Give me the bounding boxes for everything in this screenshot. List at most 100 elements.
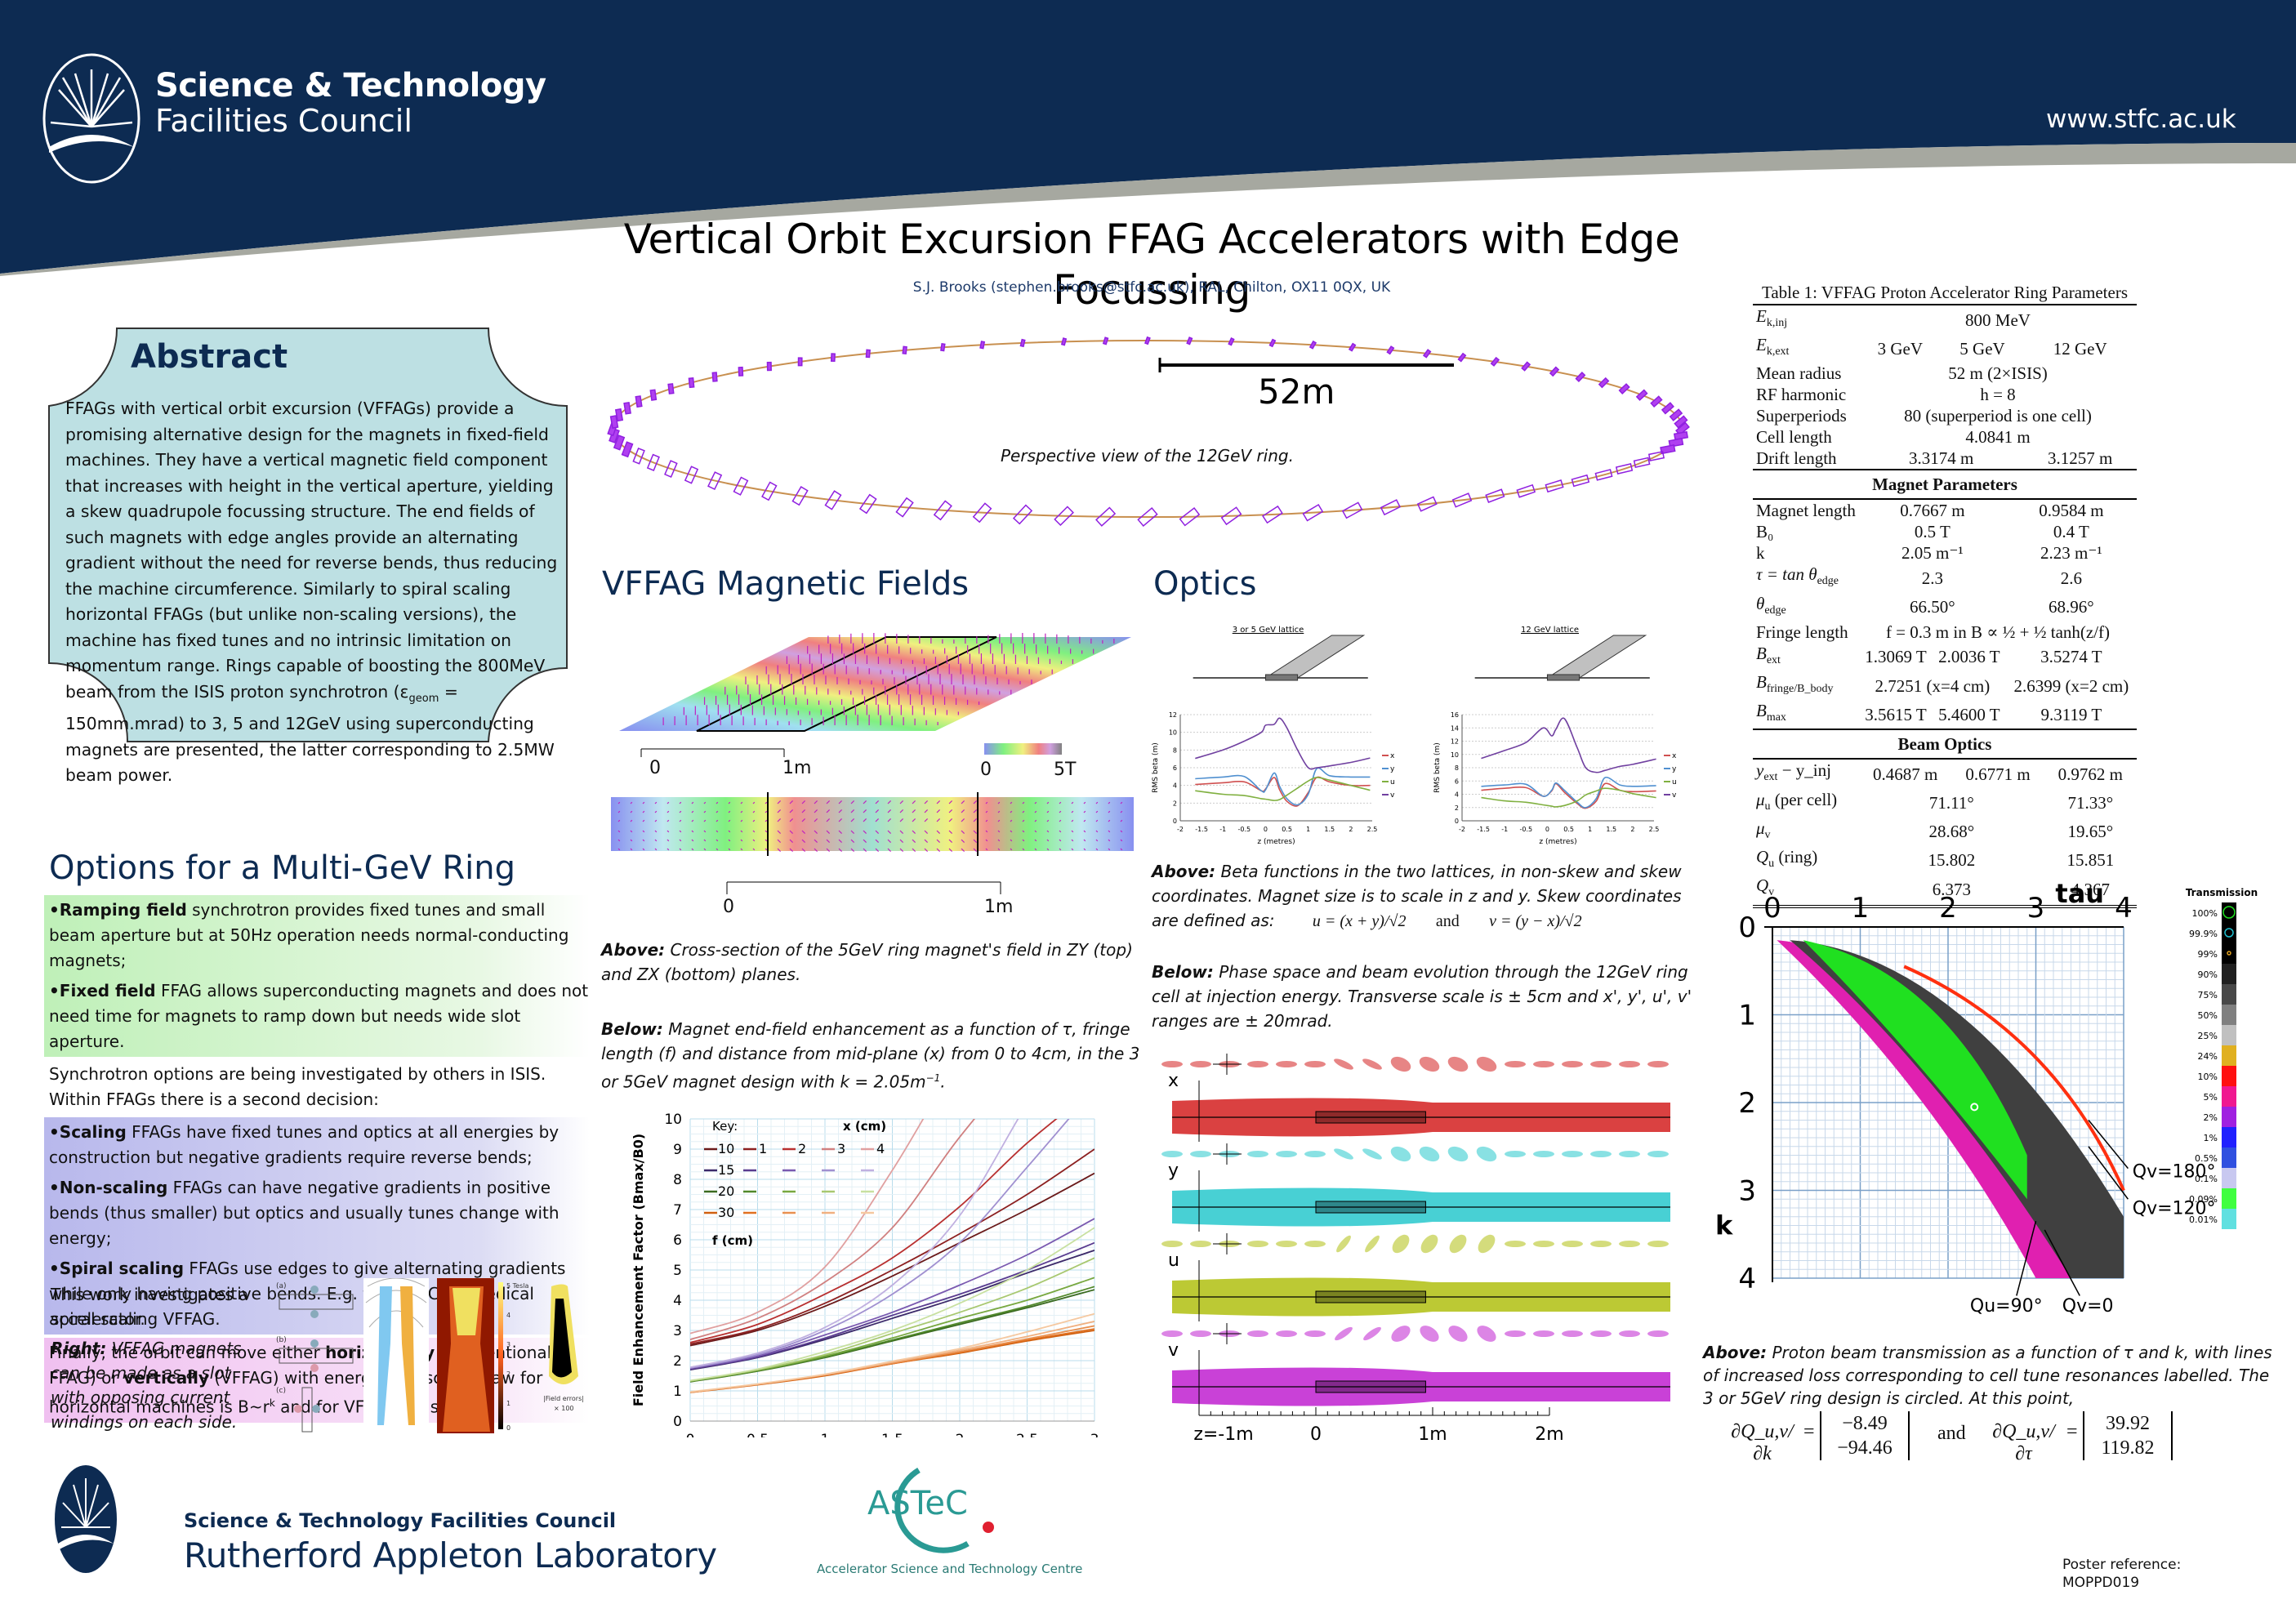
field-arrow: [838, 848, 843, 853]
magnet-box: [1315, 1111, 1426, 1124]
param-label: Magnet length: [1756, 501, 1856, 521]
field-arrow: [1071, 848, 1074, 851]
field-arrow: [1046, 810, 1050, 813]
field-arrow: [752, 819, 756, 822]
field-arrow: [740, 819, 743, 822]
y-tick-label: 12: [1169, 711, 1177, 719]
field-arrow: [654, 801, 658, 804]
field-arrow: [863, 800, 867, 804]
param-label: yext − y_inj: [1756, 760, 1831, 784]
legend-swatch: [2222, 1005, 2236, 1025]
field-arrow: [912, 818, 916, 822]
ring-magnet: [1386, 345, 1395, 355]
ring-magnet: [824, 490, 842, 510]
phase-space-ellipse: [1590, 1241, 1612, 1247]
param-value: 2.05 m⁻¹: [1901, 543, 1964, 564]
field-arrow: [863, 809, 867, 813]
svg-text:2: 2: [506, 1370, 510, 1378]
x-tick-label: -0.5: [1238, 826, 1251, 833]
beta-line-u: [1481, 787, 1656, 808]
option-synchrotron-note: Synchrotron options are being investigat…: [49, 1064, 546, 1109]
y-tick-label: 4: [1455, 791, 1459, 799]
phase-space-ellipse: [1304, 1151, 1326, 1157]
field-arrow: [765, 801, 768, 804]
phase-space-ellipse: [1391, 1326, 1411, 1342]
phase-space-ellipse: [1533, 1241, 1554, 1247]
legend-label: 90%: [2198, 969, 2218, 980]
field-arrow: [961, 818, 965, 822]
optics-below-caption: Below: Phase space and beam evolution th…: [1152, 962, 1692, 1031]
field-arrow: [728, 839, 731, 842]
field-arrow: [1046, 848, 1050, 851]
phase-space-ellipse: [1334, 1148, 1353, 1160]
ring-magnet: [1669, 408, 1683, 421]
field-arrow: [887, 800, 892, 804]
phase-space-ellipse: [1449, 1234, 1467, 1254]
field-arrow: [1108, 830, 1111, 833]
field-arrow: [1010, 848, 1013, 851]
field-arrow: [814, 839, 818, 844]
field-arrow: [826, 830, 831, 835]
field-arrow: [850, 830, 855, 835]
field-arrow: [814, 800, 818, 804]
field-arrow: [814, 809, 818, 813]
field-arrow: [1083, 810, 1086, 813]
field-arrow: [667, 819, 670, 822]
ring-magnet: [1308, 340, 1317, 350]
legend-x-value: 3: [837, 1141, 845, 1156]
field-arrow: [1083, 839, 1086, 842]
ring-magnet: [621, 441, 634, 458]
ring-magnet: [1668, 438, 1684, 448]
resonance-label: Qv=120°: [2133, 1199, 2216, 1219]
field-arrow: [716, 848, 719, 851]
svg-text:|Field errors|: |Field errors|: [543, 1395, 584, 1402]
param-label: Bfringe/B_body: [1756, 671, 1834, 696]
field-arrow: [1095, 830, 1099, 833]
param-value: 12 GeV: [2053, 338, 2107, 359]
phase-space-ellipse: [1533, 1330, 1554, 1337]
field-arrow: [912, 839, 916, 844]
options-heading: Options for a Multi-GeV Ring: [49, 849, 515, 887]
field-arrow: [899, 800, 904, 804]
zy-field-map: [619, 637, 1131, 731]
x-tick-label: 2.5: [1367, 826, 1378, 833]
beam-plane-label: u: [1168, 1250, 1179, 1271]
stfc-logo-icon: [42, 53, 140, 184]
ring-magnet: [711, 372, 718, 382]
astec-logo-text: ASTeC: [867, 1485, 968, 1522]
field-arrow: [1120, 801, 1123, 804]
field-arrow: [679, 819, 682, 822]
field-arrow: [1120, 810, 1123, 813]
series-line: [690, 1119, 1019, 1368]
field-arrows-zy: [662, 633, 1115, 725]
field-arrow: [679, 801, 682, 804]
u-definition: u = (x + y)/√2: [1312, 912, 1407, 930]
series-line: [690, 1119, 976, 1340]
phase-space-ellipse: [1619, 1061, 1640, 1067]
ring-magnet: [1054, 506, 1074, 527]
phase-space-ellipse: [1590, 1061, 1612, 1067]
field-arrow: [630, 830, 633, 833]
field-arrow: [654, 848, 658, 851]
phase-space-ellipse: [1161, 1241, 1183, 1247]
field-arrow: [948, 830, 953, 835]
x-tick-label: 0: [1545, 826, 1549, 833]
website-link[interactable]: www.stfc.ac.uk: [2046, 105, 2236, 134]
y-tick-label: 8: [1173, 746, 1177, 754]
ring-magnet: [766, 361, 772, 372]
abstract-heading: Abstract: [131, 338, 288, 376]
legend-f-value: 10: [718, 1141, 734, 1156]
field-arrow: [801, 848, 806, 853]
phase-space-ellipse: [1419, 1146, 1440, 1162]
y-axis-label: RMS beta (m): [1152, 742, 1160, 793]
field-arrow: [716, 839, 719, 842]
phase-space-ellipse: [1304, 1061, 1326, 1067]
field-errors-map: |Field errors| × 100: [543, 1284, 584, 1412]
field-arrow: [997, 819, 1001, 822]
x-tick-label: 0.5: [747, 1432, 769, 1437]
phase-space-ellipse: [1447, 1056, 1469, 1072]
field-arrow: [740, 839, 743, 842]
field-arrow: [667, 839, 670, 842]
resonance-label: Qv=0: [2062, 1296, 2114, 1317]
